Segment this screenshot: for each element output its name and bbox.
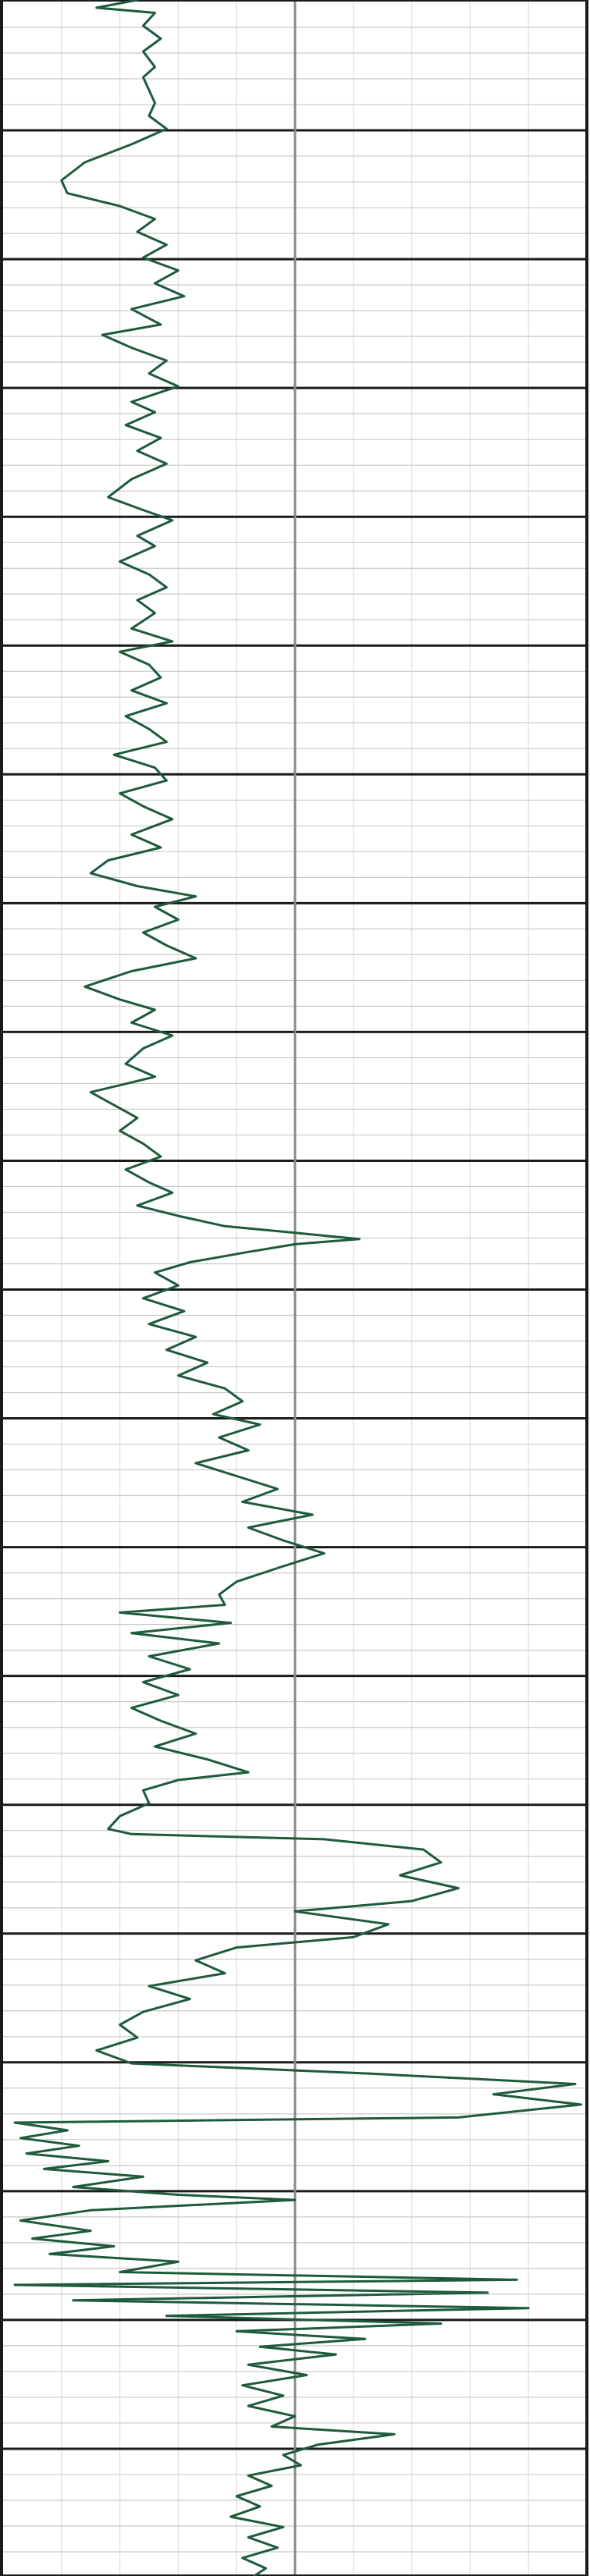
- log-curve-line: [13, 0, 582, 2576]
- vertical-gridlines: [61, 0, 529, 2576]
- log-curves: [13, 0, 582, 2576]
